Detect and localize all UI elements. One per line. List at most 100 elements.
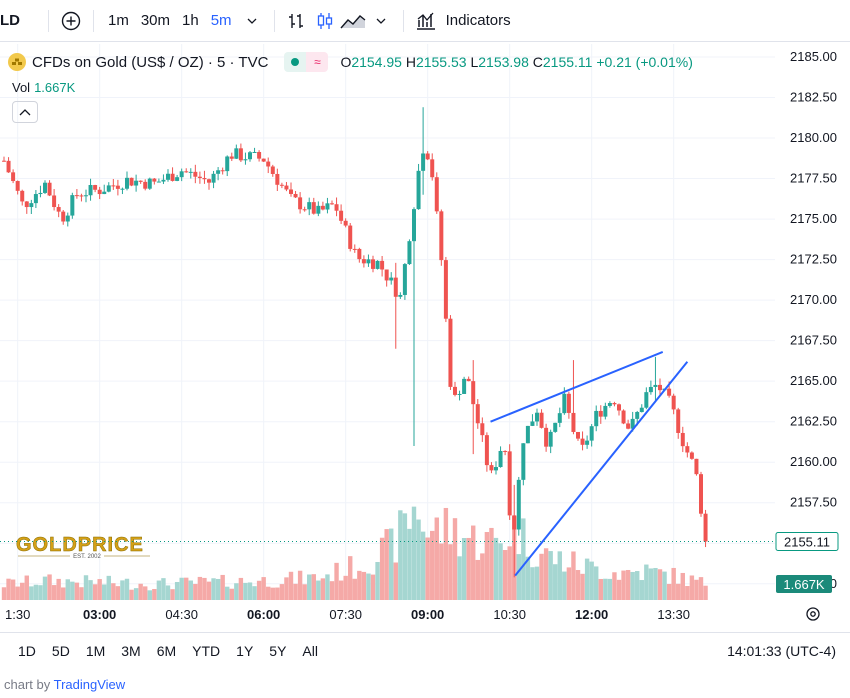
time-axis: 1:30 03:00 04:30 06:00 07:30 09:00 10:30 12:00 1… bbox=[5, 607, 690, 622]
price-axis-bg bbox=[775, 44, 850, 600]
range-1m-button[interactable]: 1M bbox=[85, 642, 106, 659]
volume-bar bbox=[452, 518, 458, 600]
chevron-down-icon[interactable] bbox=[367, 7, 395, 35]
area-chart-type-icon[interactable] bbox=[339, 7, 367, 35]
candle-body bbox=[375, 260, 380, 269]
range-5d-button[interactable]: 5D bbox=[51, 642, 70, 659]
volume-bar bbox=[156, 580, 162, 600]
interval-1m-button[interactable]: 1m bbox=[108, 12, 129, 29]
price-chart[interactable]: GOLDPRICE EST. 2002 2185.00 2182.50 2180.0… bbox=[0, 0, 850, 632]
candle-body bbox=[639, 407, 644, 413]
candle-body bbox=[644, 392, 649, 408]
volume-bar bbox=[530, 567, 535, 600]
toolbar-divider bbox=[273, 9, 275, 32]
candle-body bbox=[676, 409, 681, 433]
candle-body bbox=[15, 181, 20, 191]
collapse-legend-button[interactable] bbox=[12, 101, 38, 123]
volume-bar bbox=[616, 579, 622, 600]
candle-chart-type-icon[interactable] bbox=[311, 7, 339, 35]
toolbar-divider bbox=[48, 9, 49, 32]
interval-1h-button[interactable]: 1h bbox=[182, 12, 199, 29]
symbol-title[interactable]: CFDs on Gold (US$ / OZ) · 5 · TVC bbox=[32, 53, 269, 71]
volume-bar bbox=[15, 586, 20, 600]
volume-bars bbox=[1, 506, 708, 600]
watermark-est: EST. 2002 bbox=[73, 554, 101, 560]
candle-body bbox=[79, 195, 84, 197]
candle-body bbox=[284, 185, 289, 190]
volume-bar bbox=[543, 548, 549, 600]
volume-bar bbox=[398, 510, 403, 600]
candle-body bbox=[685, 446, 690, 453]
candle-body bbox=[566, 393, 571, 413]
candle-body bbox=[402, 264, 407, 295]
volume-bar bbox=[352, 578, 357, 600]
volume-bar bbox=[548, 551, 553, 600]
volume-bar bbox=[288, 571, 294, 600]
volume-bar bbox=[225, 586, 230, 600]
range-ytd-button[interactable]: YTD bbox=[192, 642, 221, 659]
volume-bar bbox=[666, 583, 672, 600]
candle-body bbox=[667, 388, 672, 396]
volume-bar bbox=[457, 556, 462, 600]
volume-bar bbox=[384, 529, 389, 600]
price-badge: 2155.11 bbox=[775, 531, 839, 551]
range-1y-button[interactable]: 1Y bbox=[236, 642, 254, 659]
candle-body bbox=[453, 386, 457, 395]
interval-5m-button[interactable]: 5m bbox=[210, 12, 232, 29]
candle-body bbox=[425, 153, 430, 160]
interval-30m-button[interactable]: 30m bbox=[140, 12, 171, 29]
volume-bar bbox=[557, 551, 562, 600]
volume-bar bbox=[407, 528, 412, 600]
time-tick-label: 1:30 bbox=[5, 607, 30, 622]
time-tick-label: 10:30 bbox=[493, 607, 526, 622]
volume-bar bbox=[603, 578, 608, 600]
volume-bar bbox=[115, 586, 121, 600]
candle-body bbox=[494, 467, 498, 471]
bar-chart-type-icon[interactable] bbox=[283, 7, 311, 35]
volume-bar bbox=[220, 574, 225, 600]
market-status[interactable]: ≈ bbox=[284, 52, 329, 72]
candle-body bbox=[106, 185, 111, 192]
volume-bar bbox=[480, 553, 485, 600]
candle-body bbox=[371, 259, 375, 269]
range-5y-button[interactable]: 5Y bbox=[269, 642, 287, 659]
close-value: 2155.11 bbox=[542, 54, 593, 70]
candle-body bbox=[612, 403, 617, 405]
indicators-button[interactable]: Indicators bbox=[445, 12, 511, 29]
volume-bar bbox=[202, 577, 207, 600]
chevron-down-icon[interactable] bbox=[238, 7, 266, 35]
volume-bar bbox=[584, 558, 590, 600]
volume-bar bbox=[461, 538, 467, 600]
candle-body bbox=[115, 185, 120, 189]
candle-body bbox=[434, 177, 439, 212]
volume-bar bbox=[284, 577, 289, 600]
indicators-icon[interactable] bbox=[412, 7, 440, 35]
range-3m-button[interactable]: 3M bbox=[121, 642, 141, 659]
candle-body bbox=[635, 412, 640, 419]
candle-body bbox=[339, 210, 344, 221]
candle-body bbox=[33, 194, 38, 204]
candle-body bbox=[416, 170, 421, 210]
candle-body bbox=[357, 248, 362, 260]
range-1d-button[interactable]: 1D bbox=[18, 642, 36, 659]
add-symbol-icon[interactable] bbox=[57, 7, 85, 35]
candle-body bbox=[56, 207, 61, 212]
volume-bar bbox=[51, 585, 57, 600]
candle-body bbox=[585, 440, 590, 445]
credit-brand[interactable]: TradingView bbox=[53, 677, 126, 692]
range-all-button[interactable]: All bbox=[302, 642, 318, 659]
candle-body bbox=[407, 241, 412, 265]
price-tick-label: 2185.00 bbox=[790, 49, 837, 64]
tradingview-credit[interactable]: chart by TradingView bbox=[4, 677, 125, 692]
candle-body bbox=[384, 269, 389, 281]
volume-legend: Vol 1.667K bbox=[12, 80, 75, 95]
range-6m-button[interactable]: 6M bbox=[156, 642, 177, 659]
candle-body bbox=[179, 171, 184, 178]
clock-timezone[interactable]: 14:01:33 (UTC-4) bbox=[727, 642, 836, 659]
candle-body bbox=[626, 423, 631, 429]
candle-body bbox=[29, 203, 34, 208]
candle-body bbox=[671, 395, 676, 410]
volume-bar bbox=[302, 584, 307, 600]
symbol-fragment[interactable]: LD bbox=[0, 12, 20, 29]
volume-bar bbox=[598, 578, 603, 600]
